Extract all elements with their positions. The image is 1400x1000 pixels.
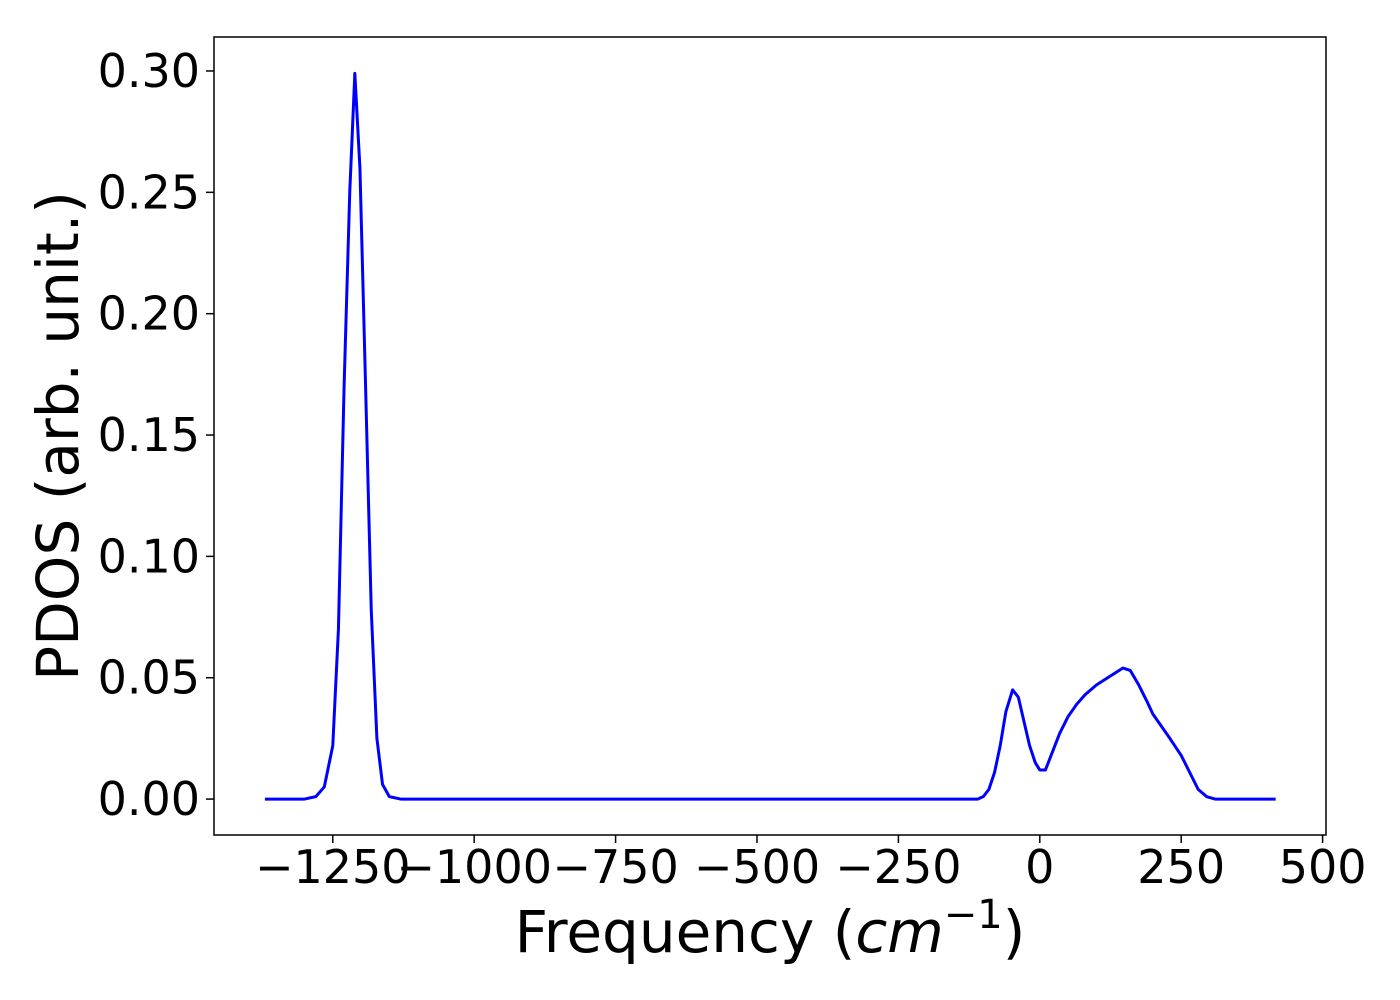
y-tick-label: 0.25: [98, 165, 200, 219]
y-axis-label: PDOS (arb. unit.): [24, 191, 92, 681]
y-tick-label: 0.15: [98, 408, 200, 462]
x-tick-label: 250: [1137, 840, 1225, 894]
x-label-close: ): [1003, 898, 1026, 966]
x-tick-label: −250: [835, 840, 961, 894]
y-tick-label: 0.00: [98, 772, 200, 826]
x-label-unit: cm: [855, 898, 943, 966]
x-tick-label: −750: [552, 840, 678, 894]
x-tick-label: 0: [1025, 840, 1054, 894]
x-tick-label: −500: [694, 840, 820, 894]
y-tick-label: 0.10: [98, 529, 200, 583]
x-label-exponent: −1: [944, 892, 1003, 938]
x-label-text: Frequency (: [515, 898, 856, 966]
y-tick-label: 0.20: [98, 287, 200, 341]
y-tick-label: 0.05: [98, 651, 200, 705]
x-axis-label: Frequency (cm−1): [515, 892, 1026, 966]
x-tick-label: −1000: [396, 840, 552, 894]
plot-frame: [213, 36, 1327, 836]
x-tick-label: 500: [1279, 840, 1367, 894]
y-tick-label: 0.30: [98, 44, 200, 98]
data-line: [264, 71, 1276, 801]
x-tick-label: −1250: [255, 840, 411, 894]
